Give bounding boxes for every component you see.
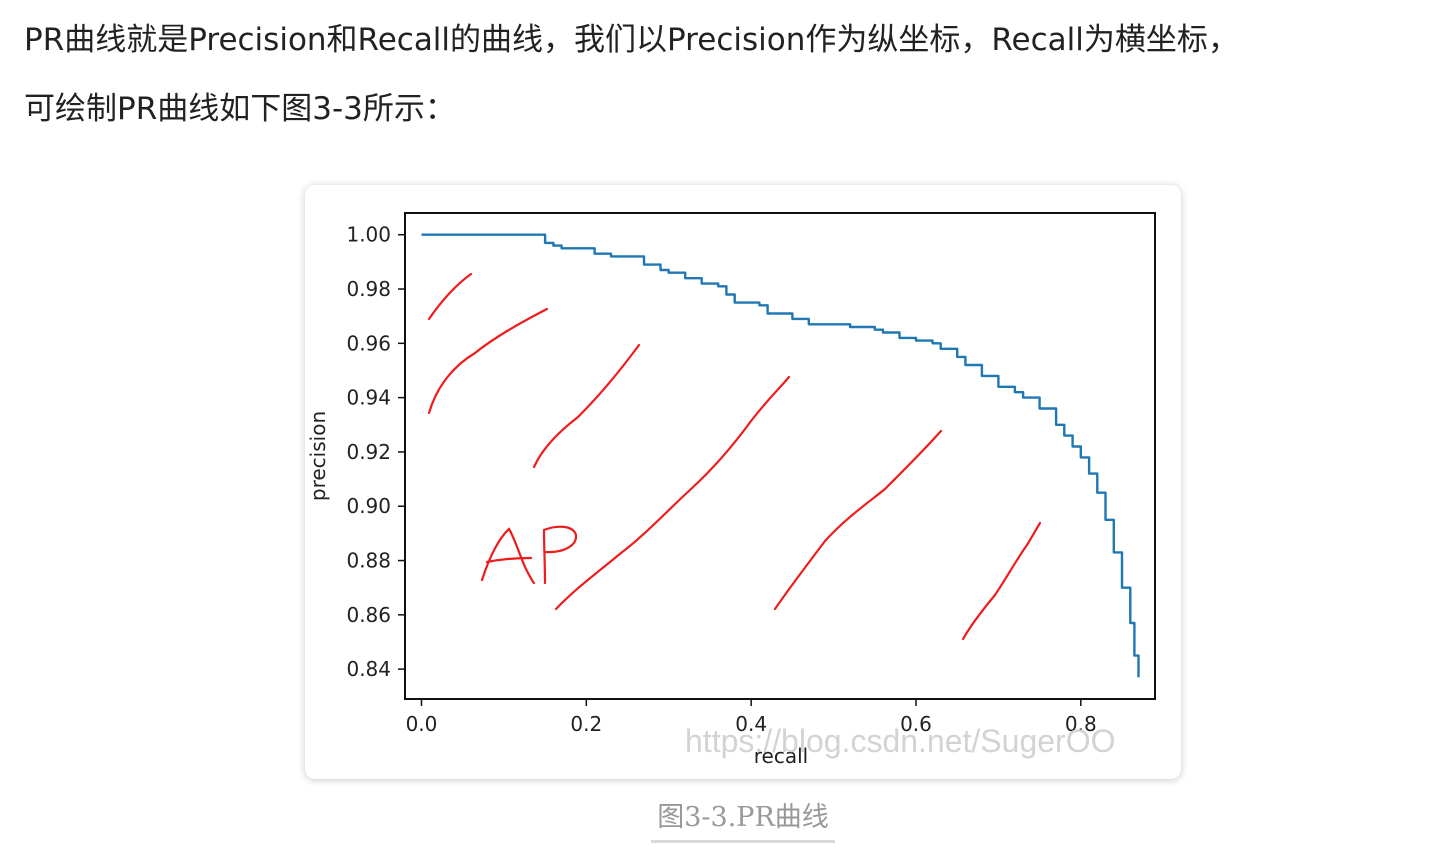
y-tick-label: 0.84 [346,657,391,681]
y-tick-label: 0.96 [346,331,391,355]
ap-label [480,525,578,585]
y-tick-label: 0.86 [346,603,391,627]
ap-letter-a [480,527,536,585]
x-axis-label: recall [754,744,808,768]
pr-curve-line [421,233,1140,678]
hatch-stroke [532,343,641,469]
intro-line-2: 可绘制PR曲线如下图3-3所示： [24,91,456,127]
x-tick-label: 0.2 [570,712,602,736]
plot-frame [404,212,1156,700]
ap-letter-a-crossbar [485,556,533,564]
y-tick-label: 0.92 [346,440,391,464]
figure-caption: 图3-3.PR曲线 [651,800,835,843]
x-tick-label: 0.6 [900,712,932,736]
y-tick-label: 0.94 [346,386,391,410]
pr-curve-series [421,233,1140,678]
hatch-stroke [773,429,943,611]
y-tick-label: 0.88 [346,549,391,573]
y-tick-label: 0.90 [346,494,391,518]
y-tick-label: 1.00 [346,223,391,247]
watermark: https://blog.csdn.net/SugerOO [685,723,1115,759]
intro-line-1: PR曲线就是Precision和Recall的曲线，我们以Precision作为… [24,22,1239,58]
intro-paragraph: PR曲线就是Precision和Recall的曲线，我们以Precision作为… [24,6,1444,144]
y-axis-label: precision [306,411,330,501]
x-tick-label: 0.8 [1065,712,1097,736]
ap-area-hatching [427,272,1042,641]
hatch-stroke [554,375,791,611]
chart-axes: 0.0 0.2 0.4 0.6 0.8 1.00 0.98 0.96 0.94 0.92 0.90 0… [306,212,1156,768]
x-tick-label: 0.4 [735,712,767,736]
pr-curve-chart: 0.0 0.2 0.4 0.6 0.8 1.00 0.98 0.96 0.94 0.92 0.90 0… [306,212,1156,768]
hatch-stroke [427,272,473,321]
x-tick-label: 0.0 [406,712,438,736]
ap-letter-p [542,525,578,585]
hatch-stroke [961,521,1042,641]
y-tick-label: 0.98 [346,277,391,301]
figure-card: 0.0 0.2 0.4 0.6 0.8 1.00 0.98 0.96 0.94 0.92 0.90 0… [305,185,1181,779]
hatch-stroke [427,307,549,415]
